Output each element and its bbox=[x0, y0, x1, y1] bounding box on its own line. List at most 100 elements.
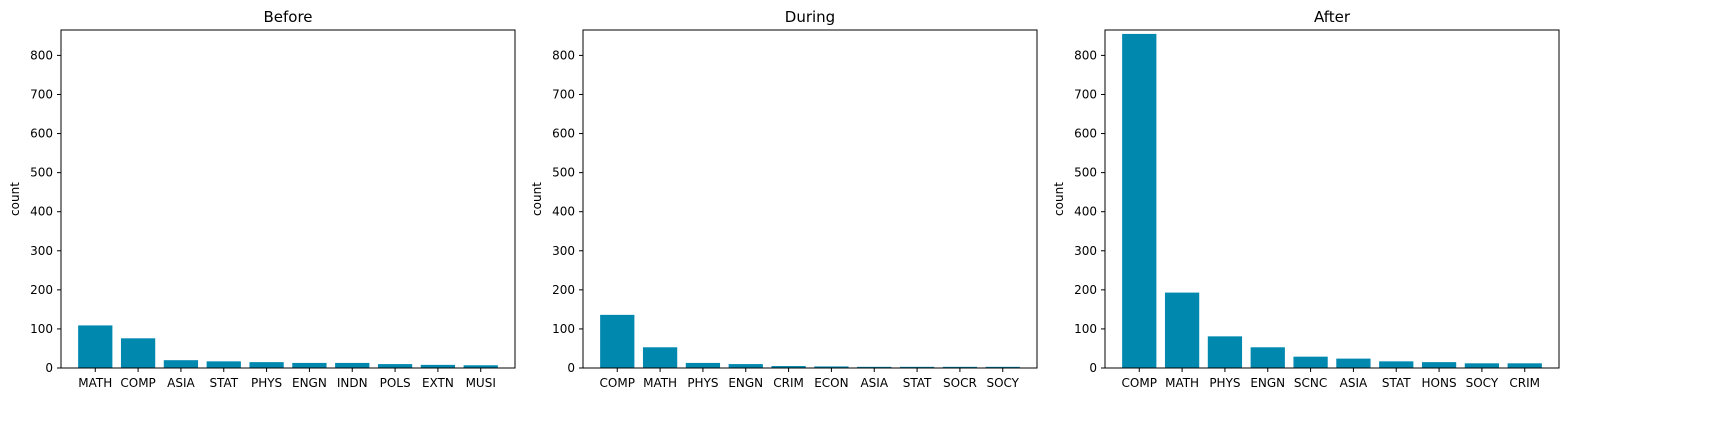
x-tick-label: POLS bbox=[380, 376, 411, 390]
bar-phys bbox=[1207, 336, 1243, 368]
y-tick-label: 400 bbox=[1074, 205, 1097, 219]
x-tick-label: SOCY bbox=[1466, 376, 1499, 390]
y-tick-label: 100 bbox=[30, 322, 53, 336]
x-tick-label: ASIA bbox=[860, 376, 888, 390]
y-tick-label: 500 bbox=[30, 166, 53, 180]
x-tick-label: COMP bbox=[120, 376, 155, 390]
y-tick-label: 400 bbox=[30, 205, 53, 219]
bar-math bbox=[1164, 292, 1200, 368]
bar-engn bbox=[1250, 347, 1285, 368]
bar-phys bbox=[249, 362, 284, 368]
y-tick-label: 100 bbox=[1074, 322, 1097, 336]
x-tick-label: STAT bbox=[209, 376, 238, 390]
y-tick-label: 700 bbox=[30, 87, 53, 101]
bar-asia bbox=[857, 366, 892, 368]
x-tick-label: STAT bbox=[903, 376, 932, 390]
y-tick-label: 100 bbox=[552, 322, 575, 336]
x-tick-label: MATH bbox=[643, 376, 677, 390]
x-tick-label: SOCY bbox=[986, 376, 1019, 390]
x-tick-label: PHYS bbox=[251, 376, 282, 390]
x-tick-label: ASIA bbox=[1340, 376, 1368, 390]
y-tick-label: 700 bbox=[552, 87, 575, 101]
x-tick-label: ECON bbox=[814, 376, 848, 390]
bar-pols bbox=[377, 364, 413, 368]
subplot-before: Before 0 100 200 300 400 500 600 700 800 MATH COMP A… bbox=[8, 8, 516, 390]
bar-indn bbox=[335, 362, 370, 368]
x-tick-label: CRIM bbox=[773, 376, 804, 390]
chart-title: Before bbox=[263, 8, 312, 26]
y-tick-label: 0 bbox=[45, 361, 53, 375]
y-tick-label: 400 bbox=[552, 205, 575, 219]
x-tick-label: ENGN bbox=[1250, 376, 1285, 390]
y-tick-label: 300 bbox=[552, 244, 575, 258]
bar-econ bbox=[814, 366, 849, 368]
bar-comp bbox=[600, 314, 635, 368]
y-tick-label: 300 bbox=[1074, 244, 1097, 258]
y-axis-label: count bbox=[1052, 182, 1066, 216]
bar-asia bbox=[1336, 358, 1371, 368]
chart-title: After bbox=[1314, 8, 1351, 26]
y-tick-label: 500 bbox=[552, 166, 575, 180]
y-tick-label: 700 bbox=[1074, 87, 1097, 101]
x-tick-label: EXTN bbox=[422, 376, 454, 390]
x-tick-label: STAT bbox=[1382, 376, 1411, 390]
bar-stat bbox=[206, 361, 241, 368]
x-tick-label: PHYS bbox=[687, 376, 718, 390]
y-tick-label: 200 bbox=[552, 283, 575, 297]
y-tick-label: 600 bbox=[1074, 127, 1097, 141]
bar-extn bbox=[420, 364, 456, 368]
plot-frame bbox=[60, 29, 516, 369]
bar-stat bbox=[1379, 361, 1414, 368]
bar-phys bbox=[685, 362, 721, 368]
x-tick-label: MUSI bbox=[466, 376, 496, 390]
bar-socy bbox=[985, 366, 1020, 368]
subplot-during: During 0 100 200 300 400 500 600 700 800 COMP MATH P… bbox=[530, 8, 1038, 390]
x-tick-label: ENGN bbox=[728, 376, 763, 390]
x-tick-label: MATH bbox=[1165, 376, 1199, 390]
y-tick-label: 300 bbox=[30, 244, 53, 258]
y-tick-label: 0 bbox=[1089, 361, 1097, 375]
y-tick-label: 800 bbox=[1074, 48, 1097, 62]
x-tick-label: ENGN bbox=[292, 376, 327, 390]
x-tick-label: CRIM bbox=[1509, 376, 1540, 390]
bar-socr bbox=[942, 366, 978, 368]
y-axis-label: count bbox=[8, 182, 22, 216]
plot-frame bbox=[1104, 29, 1560, 369]
bar-socy bbox=[1464, 363, 1500, 368]
bar-asia bbox=[163, 360, 199, 368]
plot-frame bbox=[582, 29, 1038, 369]
y-tick-label: 200 bbox=[30, 283, 53, 297]
x-tick-label: COMP bbox=[600, 376, 635, 390]
x-tick-label: ASIA bbox=[167, 376, 195, 390]
y-axis-label: count bbox=[530, 182, 544, 216]
bar-math bbox=[642, 347, 678, 368]
bar-crim bbox=[771, 366, 806, 368]
bar-engn bbox=[292, 362, 327, 368]
y-tick-label: 800 bbox=[552, 48, 575, 62]
y-tick-label: 600 bbox=[30, 127, 53, 141]
y-tick-label: 600 bbox=[552, 127, 575, 141]
chart-title: During bbox=[785, 8, 835, 26]
x-tick-label: SCNC bbox=[1294, 376, 1327, 390]
bar-stat bbox=[899, 366, 935, 368]
x-tick-label: PHYS bbox=[1209, 376, 1240, 390]
y-tick-label: 500 bbox=[1074, 166, 1097, 180]
x-tick-label: HONS bbox=[1422, 376, 1457, 390]
y-tick-label: 0 bbox=[567, 361, 575, 375]
bar-comp bbox=[120, 338, 156, 368]
bar-engn bbox=[728, 364, 763, 368]
y-tick-label: 800 bbox=[30, 48, 53, 62]
subplot-after: After 0 100 200 300 400 500 600 700 800 COMP MATH PH… bbox=[1052, 8, 1560, 390]
bar-math bbox=[78, 325, 113, 368]
x-tick-label: INDN bbox=[337, 376, 368, 390]
bar-scnc bbox=[1293, 356, 1328, 368]
bar-musi bbox=[463, 365, 498, 368]
bar-comp bbox=[1122, 33, 1157, 369]
x-tick-label: SOCR bbox=[943, 376, 977, 390]
bar-hons bbox=[1421, 362, 1457, 368]
y-tick-label: 200 bbox=[1074, 283, 1097, 297]
bar-crim bbox=[1507, 363, 1542, 368]
x-tick-label: MATH bbox=[78, 376, 112, 390]
x-tick-label: COMP bbox=[1122, 376, 1157, 390]
